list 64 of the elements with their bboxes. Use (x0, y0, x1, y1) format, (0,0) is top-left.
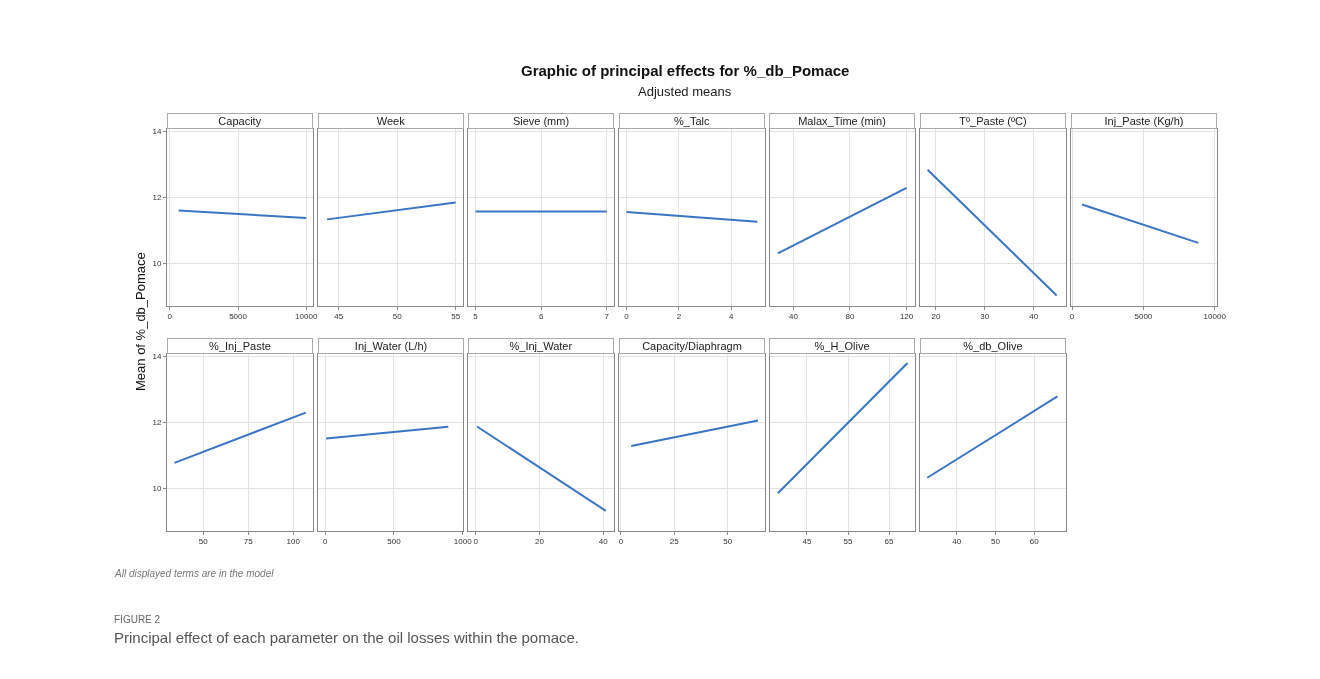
x-tick-label: 7 (604, 312, 610, 322)
x-tick-label: 65 (884, 537, 895, 547)
x-tick-label: 120 (899, 312, 914, 322)
x-tick-label: 50 (990, 537, 1001, 547)
chart-title: Week (376, 115, 406, 127)
x-tick-label: 5000 (229, 312, 248, 322)
text: Mean of %_db_Pomace (132, 252, 148, 391)
chart-title: %_Talc (674, 115, 710, 127)
y-tick-label: 10 (152, 259, 163, 269)
x-tick-label: 50 (198, 537, 209, 547)
chart-title: Tº_Paste (ºC) (959, 115, 1027, 127)
chart-title: Sieve (mm) (512, 115, 570, 127)
x-tick-label: 20 (931, 312, 941, 322)
x-tick-label: 0 (618, 537, 624, 547)
chart-title: Inj_Paste (Kg/h) (1104, 115, 1184, 127)
x-tick-label: 40 (1029, 312, 1039, 322)
text: Principal effect of each parameter on the oil losses within the pomace. (114, 629, 579, 646)
text: All displayed terms are in the model (114, 568, 275, 579)
chart-title: %_db_Olive (963, 340, 1023, 352)
chart-title: Inj_Water (L/h) (354, 340, 428, 352)
x-tick-label: 10000 (1203, 312, 1227, 322)
x-tick-label: 60 (1029, 537, 1040, 547)
x-tick-label: 5000 (1134, 312, 1153, 322)
y-tick-label: 12 (152, 193, 163, 203)
x-tick-label: 20 (535, 537, 545, 547)
y-tick-label: 12 (152, 418, 163, 428)
x-tick-label: 80 (845, 312, 855, 322)
y-tick-label: 10 (152, 484, 163, 494)
chart-title: %_H_Olive (814, 340, 870, 352)
x-tick-label: 100 (286, 537, 301, 547)
x-tick-label: 6 (538, 312, 544, 322)
x-tick-label: 40 (952, 537, 962, 547)
x-tick-label: 0 (473, 537, 479, 547)
y-tick-label: 14 (152, 351, 163, 361)
x-tick-label: 10000 (295, 312, 318, 322)
x-tick-label: 5 (473, 312, 479, 322)
text: Graphic of principal effects for %_db_Pomace (521, 62, 850, 79)
x-tick-label: 1000 (453, 537, 473, 547)
x-tick-label: 75 (243, 537, 254, 547)
x-tick-label: 0 (1069, 312, 1075, 322)
x-tick-label: 55 (451, 312, 461, 322)
chart-title: Capacity (218, 115, 262, 127)
x-tick-label: 0 (167, 312, 173, 322)
x-tick-label: 2 (676, 312, 682, 322)
y-tick-label: 14 (152, 126, 163, 136)
x-tick-label: 45 (334, 312, 344, 322)
x-tick-label: 50 (723, 537, 733, 547)
chart-title: %_Inj_Paste (209, 340, 271, 352)
x-tick-label: 40 (788, 312, 799, 322)
x-tick-label: 0 (322, 537, 328, 547)
chart-title: %_Inj_Water (509, 340, 573, 352)
x-tick-label: 4 (728, 312, 734, 322)
x-tick-label: 50 (392, 312, 403, 322)
x-tick-label: 30 (980, 312, 990, 322)
text: Adjusted means (638, 84, 732, 99)
x-tick-label: 0 (624, 312, 630, 322)
x-tick-label: 45 (802, 537, 812, 547)
chart-title: Malax_Time (min) (798, 115, 886, 127)
caption: FIGURE 2 (114, 614, 161, 625)
chart-title: Capacity/Diaphragm (642, 340, 742, 352)
x-tick-label: 40 (598, 537, 609, 547)
x-tick-label: 55 (843, 537, 854, 547)
x-tick-label: 500 (387, 537, 402, 547)
x-tick-label: 25 (669, 537, 680, 547)
